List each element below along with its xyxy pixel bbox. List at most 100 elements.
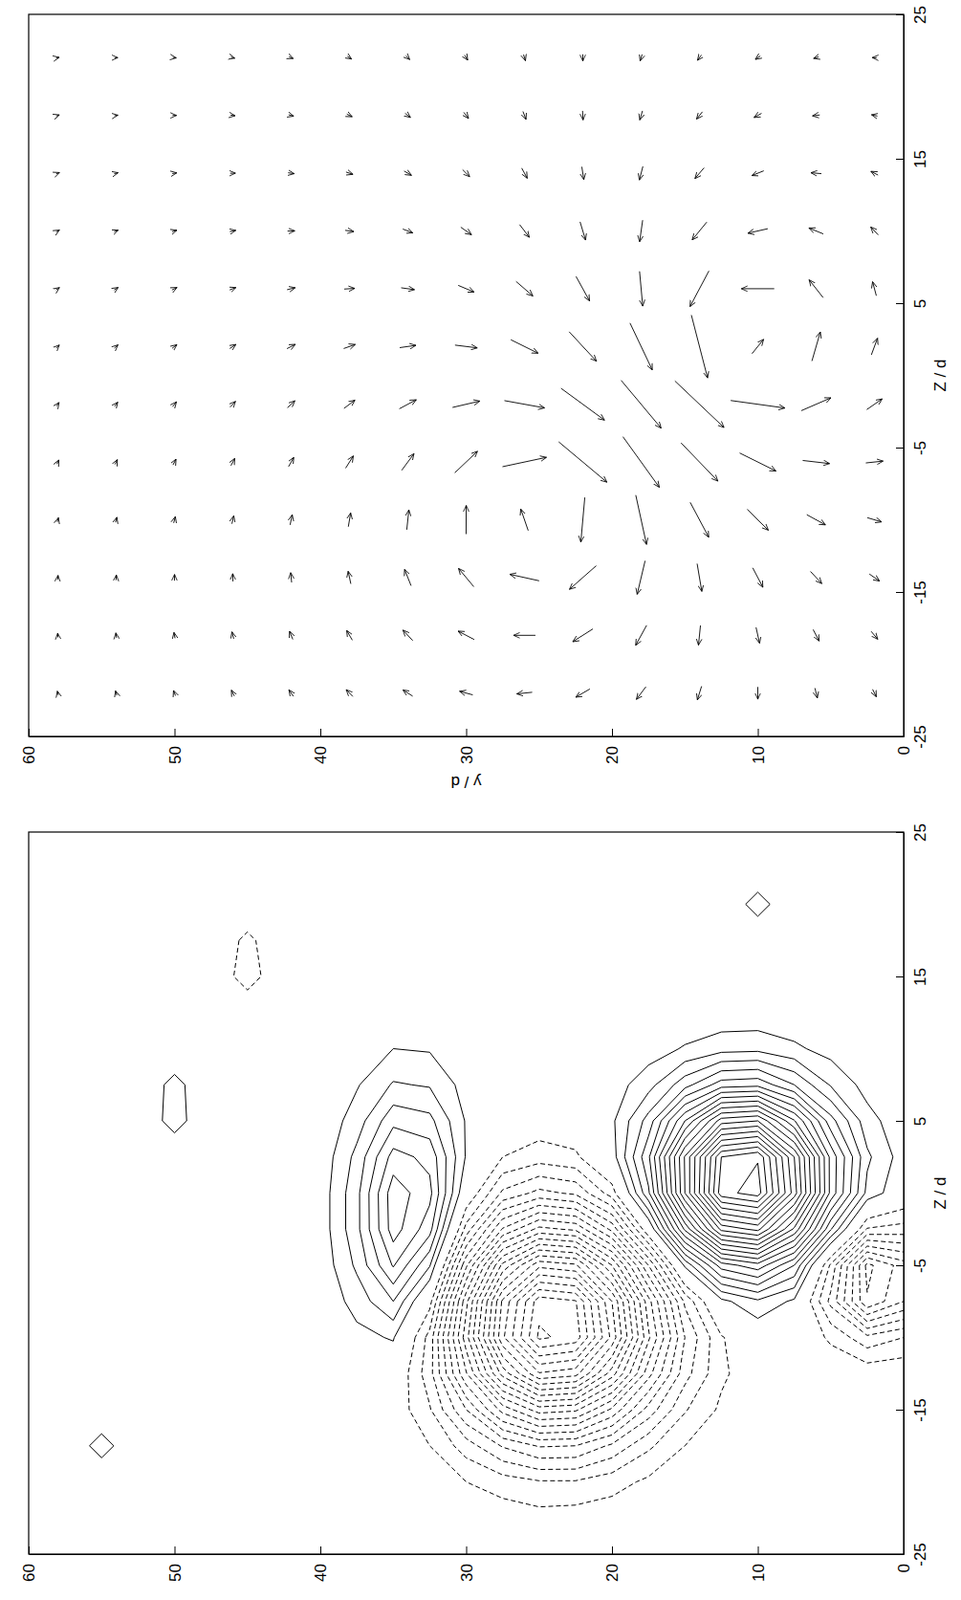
vector-arrow xyxy=(348,512,350,526)
vector-arrow xyxy=(575,688,590,698)
vector-arrow xyxy=(230,57,235,59)
vector-arrow xyxy=(174,574,175,582)
vector-arrow xyxy=(406,509,409,530)
contour-negative xyxy=(28,831,904,1554)
vector-arrow xyxy=(343,344,355,349)
z-tick: -25 xyxy=(895,724,930,749)
vector-arrow xyxy=(232,515,235,524)
vector-arrow xyxy=(695,167,705,178)
vector-arrow xyxy=(810,172,822,175)
vector-arrow xyxy=(458,284,475,292)
vector-arrow xyxy=(812,114,821,117)
contour-positive xyxy=(708,1141,779,1214)
plot-frame xyxy=(28,14,904,737)
vector-arrow xyxy=(814,688,818,699)
vector-arrow xyxy=(401,453,415,470)
tick-label: 15 xyxy=(911,150,930,169)
vector-arrow xyxy=(757,686,759,699)
vector-arrow xyxy=(401,287,415,290)
vector-arrow xyxy=(561,388,605,420)
vector-arrow xyxy=(56,230,60,233)
tick-label: 5 xyxy=(911,299,930,308)
vector-arrow xyxy=(288,114,294,116)
tick-mark xyxy=(895,831,904,833)
y-tick: 30 xyxy=(458,1546,477,1582)
tick-label: -5 xyxy=(911,1258,930,1273)
vector-arrow xyxy=(747,228,768,234)
vector-arrow xyxy=(690,502,709,537)
axis-title: Z / d xyxy=(931,1176,950,1209)
tick-label: 20 xyxy=(603,745,622,765)
contour-negative xyxy=(28,831,904,1554)
contour-positive xyxy=(664,1095,826,1259)
vector-arrow xyxy=(741,287,774,289)
contour-negative xyxy=(28,831,904,1554)
contour-negative xyxy=(28,831,904,1554)
z-tick: -5 xyxy=(895,440,930,456)
vector-arrow xyxy=(57,575,59,581)
vector-arrow xyxy=(807,514,827,525)
contour-negative xyxy=(28,831,904,1554)
vector-arrow xyxy=(580,221,587,241)
axis-line xyxy=(29,736,905,738)
vector-arrow xyxy=(404,568,412,586)
vector-arrow xyxy=(509,574,540,582)
vector-arrow xyxy=(173,690,175,696)
contour-positive xyxy=(694,1125,797,1230)
vector-arrow xyxy=(114,114,119,116)
y-tick: 60 xyxy=(20,1546,39,1582)
vector-arrow xyxy=(696,111,702,120)
tick-mark xyxy=(895,1553,904,1555)
z-tick: 25 xyxy=(895,823,930,842)
vector-arrow xyxy=(172,172,177,175)
vector-arrow xyxy=(172,114,176,116)
vector-arrow xyxy=(639,219,643,242)
vector-arrow xyxy=(173,57,177,59)
vector-arrow xyxy=(113,230,118,233)
vector-arrow xyxy=(114,459,117,465)
y-tick: 20 xyxy=(603,1546,622,1582)
contour-positive xyxy=(689,1120,802,1236)
tick-mark xyxy=(466,728,468,737)
vector-arrow xyxy=(635,625,647,646)
tick-mark xyxy=(28,728,30,737)
vector-arrow xyxy=(287,230,296,232)
vector-arrow xyxy=(289,514,292,525)
vector-arrow xyxy=(730,400,786,409)
tick-mark xyxy=(758,1546,760,1554)
tick-mark xyxy=(895,447,904,449)
vector-arrow xyxy=(510,339,539,353)
vector-arrow xyxy=(172,230,177,233)
vector-arrow xyxy=(229,230,236,232)
tick-label: 60 xyxy=(20,745,39,765)
vector-arrow xyxy=(873,282,877,297)
vector-arrow xyxy=(344,287,355,290)
panel-quiver: 0102030405060-25-15-551525Z / dy / d xyxy=(20,5,950,791)
contour-positive xyxy=(713,1146,773,1207)
vector-arrow xyxy=(802,459,830,463)
vector-arrow xyxy=(56,402,60,407)
tick-mark xyxy=(174,728,176,737)
vector-arrow xyxy=(290,572,293,583)
vector-arrow xyxy=(402,689,413,696)
vector-arrow xyxy=(866,398,882,410)
vector-arrow xyxy=(348,570,351,584)
y-tick: 50 xyxy=(166,1546,185,1582)
vector-arrow xyxy=(639,54,642,62)
vector-arrow xyxy=(345,456,353,469)
tick-mark xyxy=(895,14,904,16)
vector-arrow xyxy=(755,55,761,60)
vector-arrow xyxy=(572,629,593,642)
vector-arrow xyxy=(582,54,584,62)
vector-arrow xyxy=(455,451,479,473)
vector-arrow xyxy=(639,166,644,180)
vector-arrow xyxy=(873,689,877,698)
vector-arrow xyxy=(516,692,532,695)
contour-negative xyxy=(28,831,904,1554)
y-tick: 40 xyxy=(311,1546,330,1582)
tick-label: 50 xyxy=(166,1563,185,1582)
vector-arrow xyxy=(57,517,59,522)
tick-mark xyxy=(895,976,904,978)
tick-label: 30 xyxy=(458,1563,477,1582)
vector-arrow xyxy=(113,172,118,175)
